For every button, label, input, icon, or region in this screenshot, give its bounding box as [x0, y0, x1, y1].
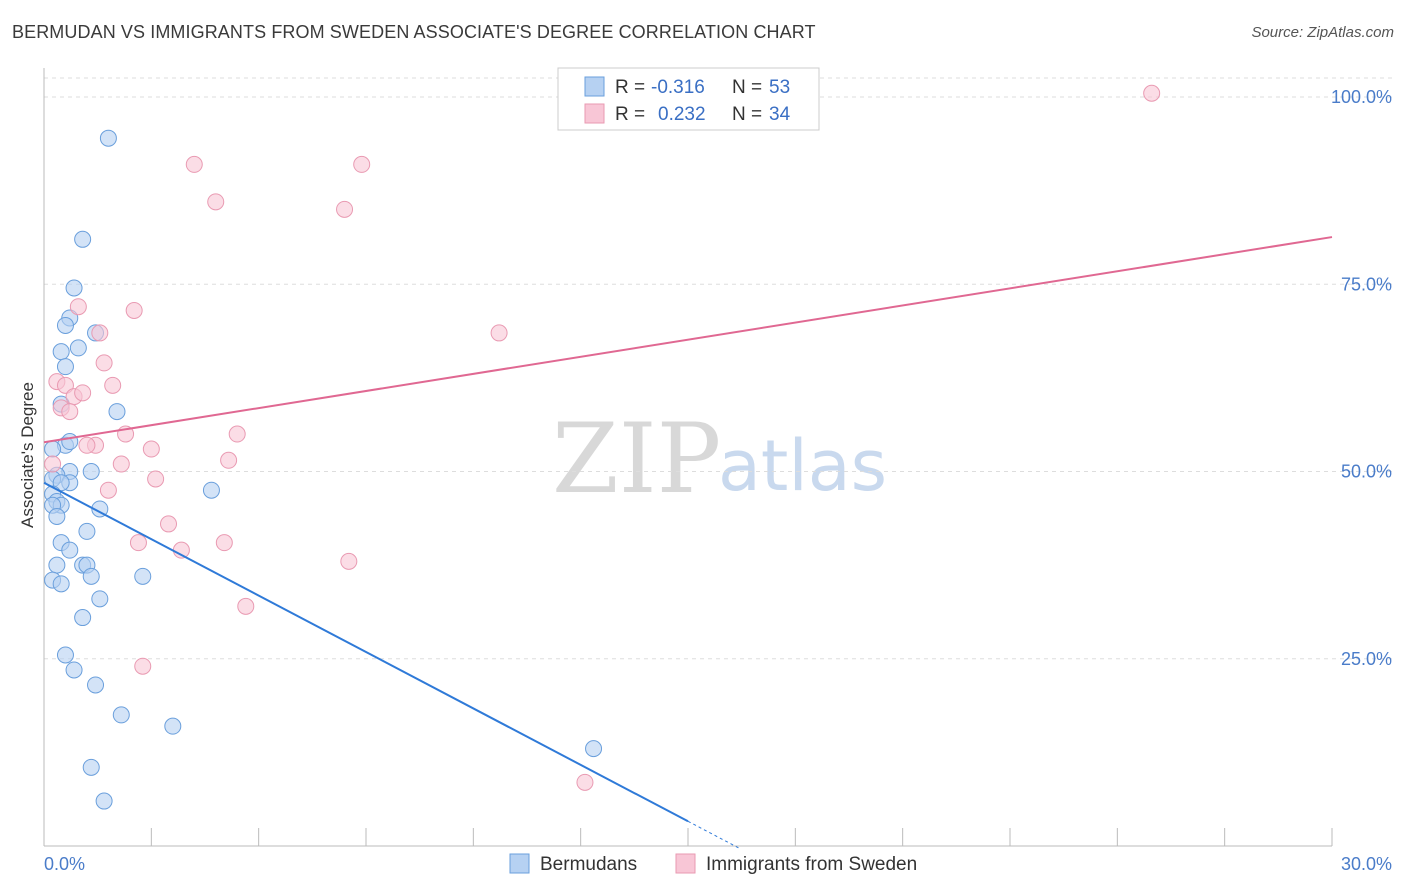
- point-pink-26: [99, 481, 117, 499]
- point-blue-39: [56, 646, 74, 664]
- point-blue-33: [82, 567, 100, 585]
- legend-n-label-2: N =: [732, 104, 762, 125]
- point-pink-12: [56, 376, 74, 394]
- point-blue-13: [44, 440, 62, 458]
- point-pink-32: [237, 597, 255, 615]
- y-tick-label-25: 25.0%: [1341, 649, 1392, 669]
- watermark-zip: ZIP: [552, 403, 721, 515]
- bottom-legend-label-2: Immigrants from Sweden: [706, 854, 917, 875]
- point-pink-28: [215, 534, 233, 552]
- data-points: [44, 84, 1161, 810]
- point-blue-10: [108, 403, 126, 421]
- point-blue-41: [87, 676, 105, 694]
- point-blue-27: [78, 522, 96, 540]
- point-pink-10: [104, 376, 122, 394]
- legend-r-value-2: 0.232: [658, 104, 706, 125]
- point-pink-34: [576, 773, 594, 791]
- watermark-atlas: atlas: [718, 425, 887, 507]
- point-pink-29: [129, 534, 147, 552]
- legend-swatch-pink: [584, 103, 605, 124]
- point-pink-6: [125, 301, 143, 319]
- legend-swatch-blue: [584, 76, 605, 97]
- point-blue-4: [56, 316, 74, 334]
- legend-n-value-1: 53: [769, 77, 790, 98]
- legend-r-value-1: -0.316: [651, 77, 705, 98]
- point-pink-1: [185, 155, 203, 173]
- point-pink-33: [134, 657, 152, 675]
- x-ticks: [43, 828, 1333, 846]
- grid-lines: [44, 77, 1392, 660]
- point-pink-25: [147, 470, 165, 488]
- point-blue-37: [91, 590, 109, 608]
- legend-n-value-2: 34: [769, 104, 791, 125]
- point-blue-36: [52, 575, 70, 593]
- point-pink-24: [44, 455, 62, 473]
- point-blue-34: [134, 567, 152, 585]
- y-tick-label-75: 75.0%: [1341, 274, 1392, 294]
- point-blue-7: [69, 339, 87, 357]
- point-blue-8: [56, 358, 74, 376]
- point-blue-0: [99, 129, 117, 147]
- point-blue-45: [95, 792, 113, 810]
- point-blue-12: [61, 433, 79, 451]
- x-tick-label-max: 30.0%: [1341, 854, 1392, 874]
- point-blue-38: [74, 609, 92, 627]
- trend-line-blue: [43, 481, 689, 823]
- point-blue-6: [52, 343, 70, 361]
- trend-line-pink: [43, 236, 1333, 444]
- series-legend: Bermudans Immigrants from Sweden: [509, 853, 917, 875]
- point-pink-4: [336, 200, 354, 218]
- point-pink-16: [61, 403, 79, 421]
- y-tick-labels: 25.0% 50.0% 75.0% 100.0%: [1331, 87, 1392, 669]
- y-axis-label: Associate's Degree: [18, 382, 37, 528]
- point-pink-20: [78, 436, 96, 454]
- chart-title: BERMUDAN VS IMMIGRANTS FROM SWEDEN ASSOC…: [12, 22, 816, 42]
- point-blue-40: [65, 661, 83, 679]
- point-blue-21: [202, 481, 220, 499]
- point-pink-31: [340, 552, 358, 570]
- point-pink-3: [207, 193, 225, 211]
- point-pink-21: [142, 440, 160, 458]
- correlation-legend: R = -0.316 N = 53 R = 0.232 N = 34: [557, 67, 820, 131]
- point-blue-2: [65, 279, 83, 297]
- point-blue-29: [61, 541, 79, 559]
- legend-r-label-1: R =: [615, 77, 645, 98]
- source-label: Source: ZipAtlas.com: [1251, 24, 1394, 41]
- trend-lines: [43, 236, 1333, 849]
- point-blue-43: [164, 717, 182, 735]
- point-blue-1: [74, 230, 92, 248]
- point-blue-42: [112, 706, 130, 724]
- y-tick-label-100: 100.0%: [1331, 87, 1392, 107]
- point-pink-23: [112, 455, 130, 473]
- point-blue-44: [82, 758, 100, 776]
- point-pink-14: [74, 384, 92, 402]
- point-blue-46: [585, 740, 603, 758]
- point-pink-22: [220, 451, 238, 469]
- point-pink-18: [228, 425, 246, 443]
- bottom-legend-label-1: Bermudans: [540, 854, 637, 875]
- point-pink-5: [69, 298, 87, 316]
- legend-r-label-2: R =: [615, 104, 645, 125]
- point-pink-7: [91, 324, 109, 342]
- y-tick-label-50: 50.0%: [1341, 462, 1392, 482]
- point-pink-0: [1143, 84, 1161, 102]
- x-tick-label-min: 0.0%: [44, 854, 85, 874]
- bottom-legend-swatch-pink: [675, 853, 696, 874]
- point-pink-2: [353, 155, 371, 173]
- point-blue-15: [82, 463, 100, 480]
- point-pink-8: [490, 324, 508, 342]
- trend-line-blue-extension: [687, 820, 740, 849]
- legend-n-label-1: N =: [732, 77, 762, 98]
- point-pink-9: [95, 354, 113, 372]
- point-blue-30: [48, 556, 66, 574]
- point-blue-26: [48, 507, 66, 525]
- point-pink-27: [160, 515, 178, 533]
- bottom-legend-swatch-blue: [509, 853, 530, 874]
